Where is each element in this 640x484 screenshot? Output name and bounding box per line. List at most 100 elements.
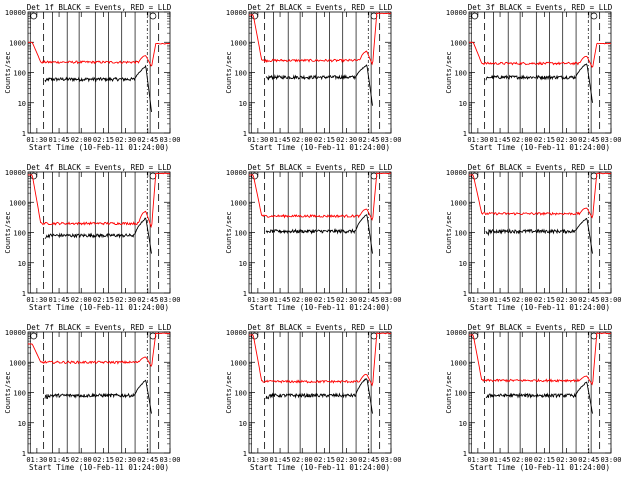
- plot-title: Det 7f BLACK = Events, RED = LLD: [27, 323, 172, 332]
- plot-title: Det 8f BLACK = Events, RED = LLD: [248, 323, 393, 332]
- x-tick-label: 01:30: [247, 296, 268, 304]
- plot-title: Det 6f BLACK = Events, RED = LLD: [468, 163, 613, 172]
- y-axis-label: Counts/sec: [445, 211, 453, 253]
- plot-frame: [27, 11, 171, 134]
- y-tick-label: 10000: [226, 329, 247, 337]
- lld-series-line: [249, 332, 392, 387]
- lld-series-line: [249, 12, 392, 66]
- x-tick-label: 03:00: [600, 296, 621, 304]
- x-axis-label: Start Time (10-Feb-11 01:24:00): [470, 463, 610, 472]
- x-tick-label: 01:45: [490, 296, 511, 304]
- y-tick-label: 100: [13, 70, 26, 78]
- y-tick-label: 10000: [446, 329, 467, 337]
- y-tick-label: 1000: [450, 359, 467, 367]
- x-tick-label: 01:30: [247, 136, 268, 144]
- x-tick-label: 01:30: [247, 456, 268, 464]
- x-tick-label: 02:00: [292, 296, 313, 304]
- det-panel-7: Det 7f BLACK = Events, RED = LLD 1 10 100 10…: [4, 323, 181, 472]
- x-tick-label: 01:30: [26, 456, 47, 464]
- y-tick-label: 10000: [5, 169, 26, 177]
- y-tick-label: 1000: [450, 39, 467, 47]
- x-tick-label: 02:45: [578, 136, 599, 144]
- y-tick-label: 10: [239, 420, 247, 428]
- lld-series-line: [28, 41, 171, 67]
- events-series-line: [265, 64, 373, 106]
- lld-series-line: [469, 41, 612, 68]
- y-tick-label: 1: [463, 450, 467, 458]
- y-tick-label: 100: [13, 390, 26, 398]
- x-tick-label: 02:30: [336, 456, 357, 464]
- x-tick-label: 02:30: [556, 296, 577, 304]
- plot-frame: [468, 11, 612, 134]
- x-tick-label: 02:45: [358, 296, 379, 304]
- y-axis-label: Counts/sec: [4, 371, 12, 413]
- x-tick-label: 02:30: [336, 136, 357, 144]
- y-tick-label: 10: [459, 100, 467, 108]
- y-tick-label: 10: [18, 420, 26, 428]
- y-tick-label: 100: [454, 390, 467, 398]
- x-tick-label: 02:45: [358, 456, 379, 464]
- x-tick-label: 03:00: [380, 296, 401, 304]
- plot-frame: [468, 331, 612, 454]
- y-tick-label: 1: [463, 290, 467, 298]
- saa-marker: [30, 12, 38, 20]
- events-series-line: [44, 217, 152, 254]
- saa-marker: [471, 172, 479, 180]
- x-axis-label: Start Time (10-Feb-11 01:24:00): [29, 463, 169, 472]
- lld-series-line: [469, 172, 612, 219]
- x-tick-label: 02:00: [71, 456, 92, 464]
- y-tick-label: 1000: [450, 199, 467, 207]
- y-tick-label: 10: [18, 100, 26, 108]
- plot-frame: [248, 331, 392, 454]
- x-axis-label: Start Time (10-Feb-11 01:24:00): [470, 143, 610, 152]
- events-series-line: [265, 214, 373, 254]
- x-tick-label: 02:45: [358, 136, 379, 144]
- lld-series-line: [28, 172, 171, 229]
- saa-marker: [471, 12, 479, 20]
- y-tick-label: 10000: [446, 169, 467, 177]
- x-tick-label: 01:45: [49, 456, 70, 464]
- y-tick-label: 1: [463, 130, 467, 138]
- x-tick-label: 01:45: [49, 296, 70, 304]
- x-tick-label: 02:00: [292, 456, 313, 464]
- plot-title: Det 2f BLACK = Events, RED = LLD: [248, 3, 393, 12]
- x-tick-label: 01:45: [49, 136, 70, 144]
- events-series-line: [485, 217, 593, 254]
- y-tick-label: 1000: [230, 199, 247, 207]
- events-series-line: [485, 381, 593, 414]
- x-tick-label: 03:00: [600, 456, 621, 464]
- x-tick-label: 01:45: [270, 296, 291, 304]
- y-tick-label: 1000: [230, 39, 247, 47]
- y-axis-label: Counts/sec: [4, 51, 12, 93]
- y-tick-label: 1: [243, 450, 247, 458]
- y-tick-label: 100: [13, 230, 26, 238]
- x-tick-label: 02:15: [314, 296, 335, 304]
- x-tick-label: 02:00: [292, 136, 313, 144]
- x-tick-label: 02:30: [115, 456, 136, 464]
- x-tick-label: 01:30: [26, 296, 47, 304]
- y-tick-label: 1000: [9, 199, 26, 207]
- lld-series-line: [249, 172, 392, 221]
- y-tick-label: 1: [243, 130, 247, 138]
- x-tick-label: 01:30: [467, 296, 488, 304]
- x-tick-label: 02:15: [93, 456, 114, 464]
- x-axis-label: Start Time (10-Feb-11 01:24:00): [29, 143, 169, 152]
- x-tick-label: 01:45: [490, 136, 511, 144]
- x-tick-label: 02:15: [314, 136, 335, 144]
- x-tick-label: 02:45: [137, 456, 158, 464]
- y-tick-label: 1: [22, 290, 26, 298]
- x-tick-label: 02:00: [512, 136, 533, 144]
- saa-marker: [30, 172, 38, 180]
- y-tick-label: 10000: [226, 9, 247, 17]
- y-tick-label: 10: [459, 420, 467, 428]
- x-axis-label: Start Time (10-Feb-11 01:24:00): [250, 143, 390, 152]
- y-tick-label: 100: [234, 70, 247, 78]
- x-tick-label: 03:00: [159, 136, 180, 144]
- det-panel-9: Det 9f BLACK = Events, RED = LLD 1 10 100 10…: [445, 323, 622, 472]
- y-axis-label: Counts/sec: [445, 51, 453, 93]
- y-tick-label: 100: [454, 230, 467, 238]
- x-tick-label: 01:45: [270, 456, 291, 464]
- y-axis-label: Counts/sec: [225, 371, 233, 413]
- events-series-line: [44, 379, 152, 414]
- det-panel-5: Det 5f BLACK = Events, RED = LLD 1 10 100 10…: [225, 163, 402, 312]
